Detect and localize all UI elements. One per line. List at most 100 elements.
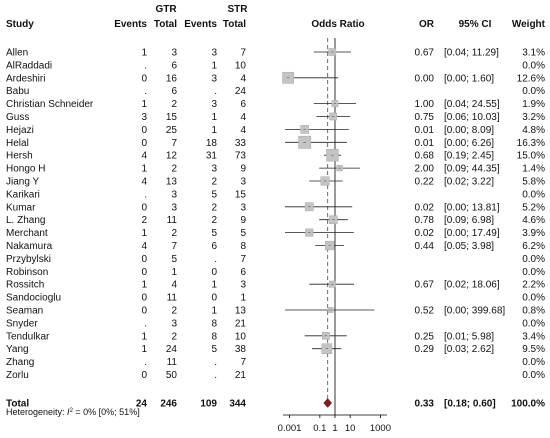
total-str: 38: [235, 344, 247, 355]
total-gtr: 24: [166, 344, 178, 355]
study-name: AlRaddadi: [6, 60, 52, 71]
events-gtr: 0: [141, 138, 147, 149]
or-value: 0.25: [415, 331, 435, 342]
study-name: Zorlu: [6, 370, 29, 381]
events-str: 1: [211, 60, 217, 71]
x-axis-tick-label: 0.001: [278, 423, 302, 434]
total-gtr: 3: [171, 48, 177, 59]
events-str: 6: [211, 241, 217, 252]
events-str: .: [214, 254, 217, 265]
study-name: Sandocioglu: [6, 293, 61, 304]
events-gtr: 1: [141, 331, 147, 342]
heterogeneity-part: I: [67, 407, 70, 417]
weight-value: 5.2%: [522, 202, 545, 213]
or-value: 0.44: [415, 241, 435, 252]
ci-value: [0.00; 399.68]: [444, 306, 505, 317]
study-name: L. Zhang: [6, 215, 45, 226]
events-str: 2: [211, 177, 217, 188]
events-str: 1: [211, 280, 217, 291]
study-name: Karikari: [6, 189, 40, 200]
total-gtr: 3: [171, 318, 177, 329]
or-value: 0.02: [415, 228, 435, 239]
total-str: 7: [240, 48, 246, 59]
header-or: OR: [419, 19, 435, 30]
weight-value: 0.0%: [522, 370, 545, 381]
events-gtr: 1: [141, 344, 147, 355]
events-str: .: [214, 370, 217, 381]
events-str: 0: [211, 267, 217, 278]
total-str: 21: [235, 318, 247, 329]
events-gtr: 1: [141, 228, 147, 239]
weight-value: 0.0%: [522, 318, 545, 329]
study-name: Guss: [6, 112, 29, 123]
ci-value: [0.03; 2.62]: [444, 344, 494, 355]
total-gtr: 2: [171, 99, 177, 110]
weight-value: 0.0%: [522, 189, 545, 200]
ci-value: [0.09; 6.98]: [444, 215, 494, 226]
study-name: Zhang: [6, 357, 34, 368]
weight-value: 1.9%: [522, 99, 545, 110]
events-gtr: .: [144, 318, 147, 329]
events-str: 3: [211, 48, 217, 59]
weight-value: 3.2%: [522, 112, 545, 123]
total-str: 7: [240, 357, 246, 368]
total-gtr: 7: [171, 241, 177, 252]
total-str: 7: [240, 254, 246, 265]
events-gtr: 4: [141, 241, 147, 252]
total-gtr: 3: [171, 202, 177, 213]
events-gtr: .: [144, 189, 147, 200]
x-axis-tick-label: 1: [332, 423, 337, 434]
total-str: 9: [240, 215, 246, 226]
weight-value: 16.3%: [517, 138, 545, 149]
heterogeneity-part: = 0% [0%; 51%]: [73, 407, 140, 417]
total-str: 15: [235, 189, 247, 200]
events-str: 3: [211, 73, 217, 84]
study-name: Allen: [6, 48, 28, 59]
study-name: Babu: [6, 86, 29, 97]
events-str: .: [214, 357, 217, 368]
total-total-str: 344: [229, 399, 246, 410]
total-weight-value: 100.0%: [511, 399, 545, 410]
events-gtr: 0: [141, 293, 147, 304]
study-name: Nakamura: [6, 241, 53, 252]
events-str: 3: [211, 99, 217, 110]
events-str: 1: [211, 125, 217, 136]
weight-value: 0.0%: [522, 267, 545, 278]
header-weight: Weight: [512, 19, 546, 30]
header-study: Study: [6, 19, 34, 30]
x-axis-tick-label: 10: [345, 423, 356, 434]
study-name: Yang: [6, 344, 29, 355]
header-events-gtr: Events: [114, 19, 147, 30]
header-total-str: Total: [223, 19, 246, 30]
total-gtr: 6: [171, 86, 177, 97]
or-value: 0.75: [415, 112, 435, 123]
ci-value: [0.05; 3.98]: [444, 241, 494, 252]
total-gtr: 13: [166, 177, 178, 188]
pooled-diamond: [323, 398, 332, 408]
total-gtr: 2: [171, 331, 177, 342]
events-gtr: 1: [141, 99, 147, 110]
events-str: 5: [211, 344, 217, 355]
events-gtr: 2: [141, 215, 147, 226]
total-str: 10: [235, 60, 247, 71]
or-value: 0.22: [415, 177, 435, 188]
events-str: 18: [206, 138, 218, 149]
header-gtr: GTR: [155, 4, 177, 15]
or-value: 0.52: [415, 306, 435, 317]
total-gtr: 16: [166, 73, 178, 84]
events-str: 31: [206, 151, 218, 162]
study-name: Hejazi: [6, 125, 34, 136]
weight-value: 0.0%: [522, 254, 545, 265]
events-str: 5: [211, 189, 217, 200]
events-gtr: 0: [141, 125, 147, 136]
events-str: 8: [211, 331, 217, 342]
weight-value: 15.0%: [517, 151, 545, 162]
weight-value: 4.6%: [522, 215, 545, 226]
total-events-str: 109: [200, 399, 217, 410]
total-str: 73: [235, 151, 247, 162]
study-name: Tendulkar: [6, 331, 50, 342]
total-str: 33: [235, 138, 247, 149]
header-95ci: 95% CI: [459, 19, 492, 30]
study-name: Seaman: [6, 306, 43, 317]
